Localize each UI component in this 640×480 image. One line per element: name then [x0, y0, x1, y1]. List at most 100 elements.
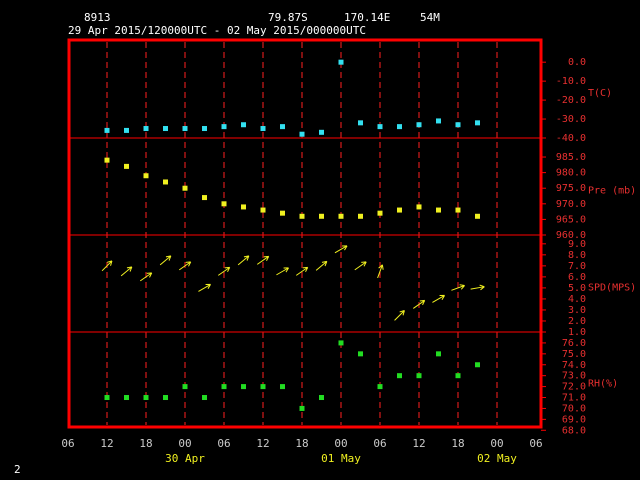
date-label: 02 May [477, 452, 517, 465]
data-point [397, 124, 402, 130]
data-point [358, 120, 363, 126]
data-point [280, 210, 285, 216]
wind-arrow [412, 299, 426, 309]
x-tick-label: 18 [295, 437, 308, 450]
data-point [143, 173, 149, 179]
wind-arrow [470, 284, 485, 291]
data-point [299, 405, 305, 411]
wind-arrow [432, 294, 445, 303]
data-point [143, 126, 149, 132]
y-tick-label: 2.0 [568, 316, 586, 327]
x-tick-label: 12 [412, 437, 425, 450]
longitude: 170.14E [344, 11, 390, 24]
wind-arrow [451, 284, 465, 291]
wind-arrow [276, 267, 289, 276]
data-point [104, 157, 110, 163]
y-tick-label: 0.0 [568, 57, 586, 68]
y-tick-label: 8.0 [568, 250, 586, 261]
y-tick-label: 960.0 [556, 230, 586, 241]
wind-arrow [394, 310, 405, 321]
data-point [319, 395, 324, 401]
data-point [241, 204, 246, 210]
wind-arrow [334, 245, 348, 254]
y-tick-label: 72.0 [562, 382, 586, 393]
wind-arrow [159, 255, 172, 266]
data-point [241, 384, 246, 390]
y-tick-label: 71.0 [562, 393, 586, 404]
y-tick-label: 6.0 [568, 272, 586, 283]
data-point [319, 129, 324, 135]
latitude: 79.87S [268, 11, 308, 24]
y-tick-label: 68.0 [562, 425, 586, 436]
data-point [182, 126, 188, 132]
period: 29 Apr 2015/120000UTC - 02 May 2015/0000… [68, 24, 366, 37]
data-point [299, 131, 305, 137]
wind-arrow [354, 261, 367, 271]
data-point [143, 395, 149, 401]
data-point [163, 395, 168, 401]
y-tick-label: 73.0 [562, 371, 586, 382]
wind-arrow [139, 272, 153, 282]
wind-arrow [377, 264, 384, 279]
y-tick-label: 75.0 [562, 349, 586, 360]
data-point [338, 213, 344, 219]
wind-arrow [295, 266, 309, 276]
y-tick-label: -20.0 [556, 95, 586, 106]
data-point [221, 384, 227, 390]
y-tick-label: 7.0 [568, 261, 586, 272]
data-point [377, 384, 383, 390]
y-tick-label: 980.0 [556, 168, 586, 179]
y-tick-label: 3.0 [568, 305, 586, 316]
y-tick-label: -40.0 [556, 133, 586, 144]
data-point [397, 373, 402, 379]
wind-arrow [237, 255, 250, 266]
data-point [280, 124, 285, 130]
x-tick-label: 06 [529, 437, 542, 450]
data-point [416, 373, 422, 379]
wind-arrow [315, 260, 328, 271]
data-point [416, 204, 422, 210]
data-point [182, 384, 188, 390]
data-point [436, 207, 441, 213]
data-point [416, 122, 422, 128]
data-point [260, 384, 266, 390]
data-point [241, 122, 246, 128]
plot-area: 06 12 18 00 06 12 18 00 06 12 18 00 06 30 Apr 01 May 02… [61, 42, 636, 465]
x-tick-label: 06 [217, 437, 230, 450]
x-tick-label: 00 [178, 437, 191, 450]
x-tick-label: 06 [61, 437, 74, 450]
data-point [299, 213, 305, 219]
date-label: 01 May [321, 452, 361, 465]
data-point [455, 122, 461, 128]
y-tick-label: 76.0 [562, 338, 586, 349]
y-tick-label: 970.0 [556, 199, 586, 210]
data-point [124, 127, 129, 133]
data-point [455, 207, 461, 213]
plot-frame [67, 38, 543, 429]
data-point [202, 395, 207, 401]
data-point [280, 384, 285, 390]
data-point [475, 213, 480, 219]
y-axis-label: RH(%) [588, 379, 618, 390]
x-tick-label: 00 [334, 437, 347, 450]
wind-arrow [198, 283, 211, 292]
data-point [475, 362, 480, 368]
wind-arrow [217, 266, 231, 276]
data-point [436, 351, 441, 357]
y-tick-label: 74.0 [562, 360, 586, 371]
y-tick-label: -30.0 [556, 114, 586, 125]
data-point [455, 373, 461, 379]
x-tick-label: 12 [100, 437, 113, 450]
data-point [163, 126, 168, 132]
y-tick-label: 5.0 [568, 283, 586, 294]
data-point [124, 395, 129, 401]
data-point [221, 201, 227, 207]
data-point [124, 163, 129, 169]
wind-arrow [178, 261, 192, 271]
y-tick-label: 965.0 [556, 214, 586, 225]
data-point [377, 124, 383, 130]
y-tick-label: 985.0 [556, 152, 586, 163]
x-tick-label: 12 [256, 437, 269, 450]
data-point [202, 126, 207, 132]
